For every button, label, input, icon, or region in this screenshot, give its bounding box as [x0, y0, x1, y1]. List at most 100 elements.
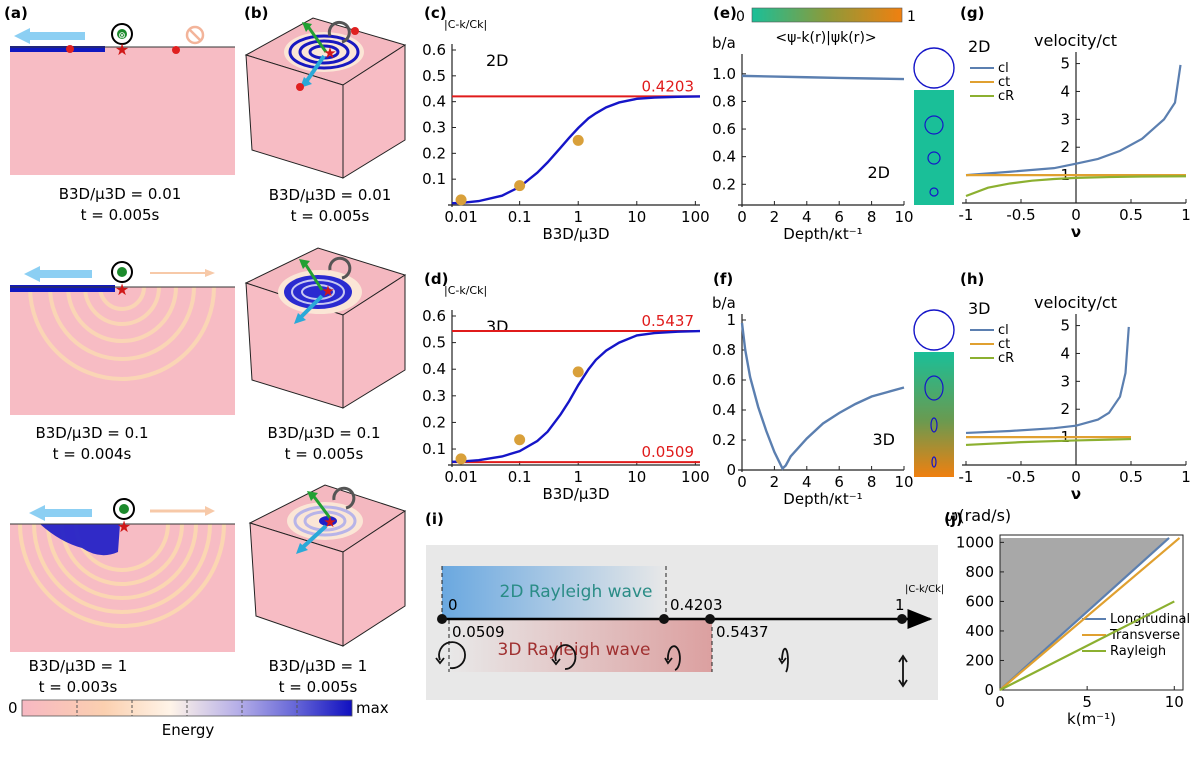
- panel-i: (i) 2D Rayleigh wave 3D Rayleigh wave 0 …: [425, 510, 944, 700]
- chart-e-curve: [741, 74, 905, 81]
- chart-g-xtick: -0.5: [1006, 206, 1035, 224]
- panel-a-row1: ⊗ ★: [10, 23, 235, 175]
- surface-energy-a1: [10, 46, 105, 52]
- chart-j-series-Longitudinal: [999, 537, 1170, 691]
- chart-c-point: [514, 180, 526, 192]
- propagation-arrow-left-2: [24, 266, 92, 282]
- chart-e-xtick: 2: [770, 208, 780, 226]
- tick-04203: 0.4203: [670, 596, 723, 614]
- chart-g-ytick: 4: [1060, 82, 1070, 100]
- axis-point-0: [437, 614, 447, 624]
- svg-text:⊗: ⊗: [118, 31, 126, 41]
- chart-g-legend-label: ct: [998, 75, 1010, 90]
- chart-j-title: ω(rad/s): [945, 506, 1011, 525]
- chart-e-ytick: 0.4: [712, 148, 736, 166]
- chart-d-xtick: 10: [627, 468, 646, 486]
- chart-c: (c) 0.01 0.1 1 10 100 0.1 0.2 0.3 0.4 0.5 0.6 B3D/μ3…: [422, 4, 710, 243]
- panel-d-label: (d): [424, 270, 448, 288]
- chart-d-point: [572, 366, 584, 378]
- energy-field-a1: [10, 47, 235, 175]
- chart-g-xlabel: ν: [1071, 223, 1081, 241]
- chart-j-ytick: 1000: [956, 533, 994, 551]
- chart-d-hline-label: 0.5437: [642, 312, 695, 330]
- chart-c-point: [455, 194, 467, 206]
- chart-d-xlabel: B3D/μ3D: [542, 485, 609, 503]
- chart-g-xtick: 0: [1071, 206, 1081, 224]
- chart-e-ytick: 0.8: [712, 92, 736, 110]
- fidelity-min: 0: [736, 9, 745, 25]
- chart-e-xtick: 4: [802, 208, 812, 226]
- chart-d-xtick: 100: [681, 468, 710, 486]
- chart-f-ytick: 0.2: [712, 431, 736, 449]
- caption-a1-ratio: B3D/μ3D = 0.01: [59, 185, 182, 203]
- chart-h-ytick: 5: [1060, 317, 1070, 335]
- chart-c-point: [572, 134, 584, 146]
- band-2d-label: 2D Rayleigh wave: [500, 582, 653, 602]
- chart-d-ytick: 0.5: [422, 334, 446, 352]
- chart-f-ytick: 0: [726, 461, 736, 479]
- chart-j-legend-label: Transverse: [1109, 628, 1180, 643]
- tick-05437: 0.5437: [716, 623, 769, 641]
- chart-c-hline-label: 0.4203: [642, 77, 695, 95]
- chart-j-ytick: 400: [965, 622, 994, 640]
- chart-j-xlabel: k(m⁻¹): [1067, 710, 1116, 728]
- chart-e-ytick: 0.2: [712, 175, 736, 193]
- chart-d-ytick: 0.4: [422, 360, 446, 378]
- chart-j-xtick: 0: [995, 693, 1005, 711]
- panel-b-label: (b): [244, 4, 268, 22]
- panel-g-label: (g): [960, 4, 984, 22]
- chart-c-xlabel: B3D/μ3D: [542, 225, 609, 243]
- chart-h-inset-label: 3D: [968, 299, 991, 318]
- surface-energy-a3: [40, 524, 120, 556]
- chart-c-ytick: 0.3: [422, 119, 446, 137]
- panel-j-label: (j): [944, 510, 963, 528]
- chart-h-legend-label: cR: [998, 351, 1014, 366]
- energy-field-a2: [10, 287, 235, 415]
- axis-point-04203: [659, 614, 669, 624]
- chart-f-xtick: 10: [894, 473, 913, 491]
- chart-c-ytick: 0.4: [422, 93, 446, 111]
- charts-layer: (c)0.01 0.1 1 10 1000.10.20.30.40.50.6B3D/μ3…: [422, 4, 1191, 728]
- chart-h-ytick: 3: [1060, 372, 1070, 390]
- tick-00509: 0.0509: [452, 623, 505, 641]
- chart-f-inset-label: 3D: [873, 430, 896, 449]
- fidelity-max: 1: [907, 9, 916, 25]
- chart-d: (d) 0.01 0.1 1 10 100 0.1 0.2 0.3 0.4 0.5 0.6 B3D/μ3…: [422, 270, 710, 503]
- chart-d-ylabel: |C-k/Ck|: [444, 284, 487, 297]
- surface-energy-a2: [10, 285, 115, 292]
- chart-d-point: [455, 453, 467, 465]
- inset-e: [913, 47, 955, 205]
- chart-f-ytick: 0.4: [712, 401, 736, 419]
- chart-f-xtick: 6: [834, 473, 844, 491]
- chart-h-series-cR: [965, 437, 1132, 447]
- chart-h-legend-label: ct: [998, 337, 1010, 352]
- chart-c-curve: [451, 95, 701, 205]
- chart-c-xtick: 0.01: [444, 208, 477, 226]
- chart-f-xtick: 0: [737, 473, 747, 491]
- chart-e-xtick: 10: [894, 208, 913, 226]
- chart-j-series-Rayleigh: [999, 600, 1175, 691]
- cube-b2: ★: [244, 247, 407, 409]
- chart-g-ytick: 2: [1060, 138, 1070, 156]
- svg-text:★: ★: [115, 280, 129, 299]
- chart-e-xlabel: Depth/κt⁻¹: [783, 225, 862, 243]
- chart-c-ylabel: |C-k/Ck|: [444, 18, 487, 31]
- fidelity-title: <ψ-k(r)|ψk(r)>: [775, 30, 876, 46]
- chart-d-inset-label: 3D: [486, 317, 509, 336]
- chart-c-inset-label: 2D: [486, 51, 509, 70]
- chart-j-frame: [999, 534, 1184, 691]
- chart-h-xlabel: ν: [1071, 485, 1081, 503]
- tick-1: 1: [895, 596, 905, 614]
- out-of-plane-icon: [117, 29, 127, 39]
- tick-0: 0: [448, 596, 458, 614]
- colorbar-max: max: [356, 699, 389, 717]
- chart-e-xtick: 0: [737, 208, 747, 226]
- chart-c-ytick: 0.5: [422, 67, 446, 85]
- chart-c-xtick: 0.1: [508, 208, 532, 226]
- colorbar-min: 0: [8, 699, 18, 717]
- polarization-icons: [435, 641, 908, 688]
